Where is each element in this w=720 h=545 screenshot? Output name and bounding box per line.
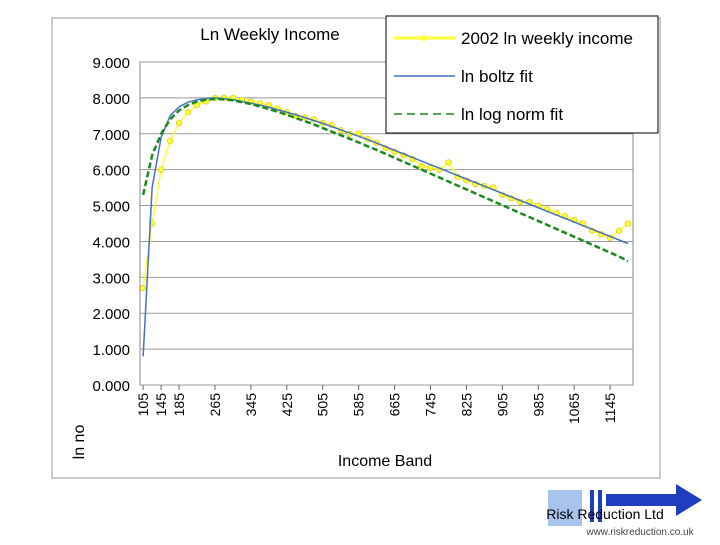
y-axis-title: ln no <box>71 425 88 460</box>
legend-label: ln boltz fit <box>461 67 533 86</box>
x-tick-label: 585 <box>351 393 367 417</box>
x-tick-label: 105 <box>135 393 151 417</box>
x-tick-label: 985 <box>530 393 546 417</box>
company-name: Risk Reduction Ltd <box>546 506 664 522</box>
x-tick-label: 905 <box>494 393 510 417</box>
data-point <box>175 119 183 127</box>
legend: 2002 ln weekly income ln boltz fit ln log … <box>394 29 633 124</box>
data-point <box>418 162 425 170</box>
y-tick-label: 8.000 <box>92 91 130 108</box>
data-point <box>166 137 174 145</box>
x-tick-label: 1145 <box>602 393 618 423</box>
x-tick-label: 665 <box>387 393 403 417</box>
x-tick-label: 265 <box>207 393 223 417</box>
data-point <box>158 166 165 173</box>
legend-box <box>385 15 659 134</box>
grid: 0.000 1.000 2.000 3.000 4.000 5.000 6.000 7.000… <box>92 55 633 424</box>
y-tick-label: 5.000 <box>92 199 130 216</box>
x-tick-label: 745 <box>423 393 439 417</box>
logo-bar <box>598 490 602 522</box>
x-tick-label: 425 <box>279 393 295 417</box>
legend-label: 2002 ln weekly income <box>461 29 633 48</box>
y-tick-label: 4.000 <box>92 234 130 251</box>
data-point <box>140 285 147 292</box>
x-tick-label: 145 <box>153 393 169 417</box>
logo: Risk Reduction Ltd www.riskreduction.co.… <box>546 484 702 538</box>
x-tick-label: 185 <box>171 393 187 417</box>
logo-bar <box>590 490 594 522</box>
y-tick-label: 3.000 <box>92 270 130 287</box>
data-point <box>184 109 192 116</box>
logo-square <box>548 490 582 526</box>
company-url: www.riskreduction.co.uk <box>585 527 694 538</box>
x-tick-label: 505 <box>315 393 331 417</box>
x-axis-title: Income Band <box>338 453 432 470</box>
legend-label: ln log norm fit <box>461 105 563 124</box>
x-tick-label: 825 <box>458 393 474 417</box>
y-tick-label: 2.000 <box>92 306 130 323</box>
data-point <box>445 159 452 166</box>
logo-arrow <box>606 484 702 516</box>
chart-title: Ln Weekly Income <box>200 25 340 44</box>
y-tick-label: 0.000 <box>92 378 130 395</box>
data-point <box>624 220 632 227</box>
lines <box>140 94 632 357</box>
x-tick-label: 345 <box>243 393 259 417</box>
data-point <box>615 227 623 234</box>
y-tick-label: 7.000 <box>92 127 130 144</box>
legend-marker <box>421 35 427 41</box>
y-tick-label: 9.000 <box>92 55 130 72</box>
x-tick-label: 1065 <box>566 393 582 424</box>
series-line <box>141 97 629 263</box>
y-tick-label: 6.000 <box>92 163 130 180</box>
y-tick-label: 1.000 <box>92 342 130 359</box>
